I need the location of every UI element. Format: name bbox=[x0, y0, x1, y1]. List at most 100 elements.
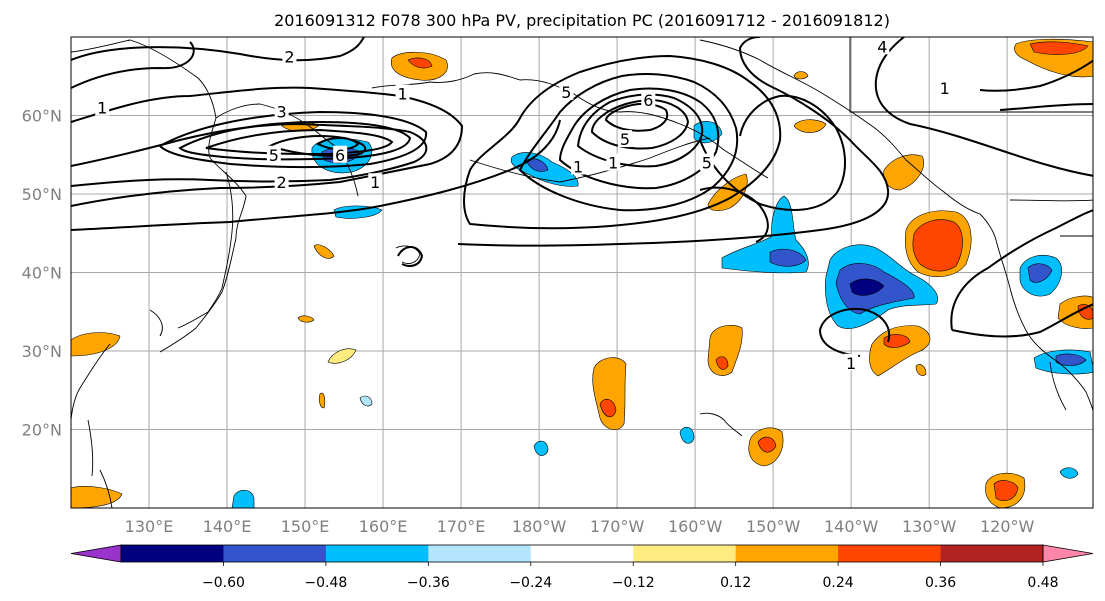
latitude-tick-label: 40°N bbox=[22, 264, 62, 283]
precip-anomaly-positive bbox=[993, 480, 1019, 501]
precip-anomaly-negative bbox=[769, 248, 807, 267]
contour-label: 1 bbox=[846, 354, 856, 373]
pv-contour bbox=[999, 103, 1093, 111]
korea-coastline bbox=[149, 309, 163, 337]
us-canada-border bbox=[1009, 199, 1093, 202]
latitude-tick-label: 60°N bbox=[22, 107, 62, 126]
contour-label-background bbox=[875, 37, 890, 55]
contour-label-background bbox=[395, 84, 410, 102]
contour-label: 1 bbox=[573, 158, 583, 177]
colorbar-segment bbox=[735, 545, 839, 562]
longitude-tick-label: 180°W bbox=[512, 517, 567, 536]
pv-contour bbox=[71, 37, 365, 62]
longitude-tick-label: 150°W bbox=[746, 517, 801, 536]
colorbar bbox=[70, 544, 1094, 563]
contour-label: 2 bbox=[284, 48, 294, 67]
longitude-tick-label: 160°W bbox=[668, 517, 723, 536]
precip-anomaly-positive bbox=[912, 219, 963, 272]
longitude-tick-label: 160°E bbox=[359, 517, 408, 536]
pv-contour bbox=[951, 303, 1093, 338]
colorbar-outline bbox=[120, 544, 1044, 563]
precip-anomaly-positive bbox=[915, 364, 927, 376]
contour-label: 1 bbox=[97, 99, 107, 118]
latitude-tick-labels: 20°N 30°N 40°N 50°N 60°N bbox=[22, 107, 62, 440]
precip-anomaly-positive bbox=[318, 392, 326, 409]
precip-anomaly-negative bbox=[679, 426, 695, 444]
contour-label: 5 bbox=[620, 130, 630, 149]
precip-anomaly-positive bbox=[883, 334, 911, 348]
contour-label: 1 bbox=[608, 154, 618, 173]
pv-contour bbox=[71, 119, 561, 231]
pv-contour bbox=[950, 209, 1093, 331]
baja-coastline bbox=[1049, 361, 1067, 411]
precip-anomaly-negative bbox=[849, 278, 885, 296]
pv-contour bbox=[71, 41, 195, 89]
colorbar-tick-label: 0.48 bbox=[1027, 575, 1058, 591]
precip-anomaly-positive bbox=[715, 356, 729, 370]
contour-label-background bbox=[95, 98, 110, 116]
colorbar-extend-low bbox=[70, 544, 122, 563]
pv-contour bbox=[979, 59, 1093, 92]
precip-anomaly-positive bbox=[313, 244, 335, 259]
precip-anomaly-negative bbox=[359, 395, 373, 407]
colorbar-segment bbox=[223, 545, 327, 562]
contour-label: 1 bbox=[370, 173, 380, 192]
contour-label: 5 bbox=[269, 146, 279, 165]
hawaii-islands bbox=[699, 412, 743, 437]
pv-contour bbox=[699, 94, 846, 211]
colorbar-tick-label: −0.24 bbox=[509, 575, 552, 591]
contour-label-background bbox=[844, 353, 859, 371]
asia-coastline bbox=[71, 39, 247, 353]
pv-contour bbox=[178, 120, 412, 161]
colorbar-tick-label: 0.12 bbox=[720, 575, 751, 591]
map-frame bbox=[70, 36, 1094, 509]
precip-anomaly-positive bbox=[71, 332, 121, 357]
pv-contour bbox=[267, 135, 367, 157]
contour-label-background bbox=[333, 145, 348, 163]
longitude-tick-label: 150°E bbox=[281, 517, 330, 536]
pv-contour bbox=[576, 93, 704, 168]
pv-contour bbox=[818, 308, 891, 357]
pv-contour bbox=[590, 98, 690, 150]
japan-coastline bbox=[177, 171, 234, 329]
contour-label-background bbox=[266, 145, 281, 163]
contour-label-background bbox=[274, 102, 289, 120]
pv-contour bbox=[397, 246, 424, 267]
precip-anomaly-negative bbox=[1027, 263, 1053, 283]
aleutian-coastline bbox=[371, 72, 769, 179]
contour-label: 5 bbox=[702, 154, 712, 173]
precip-anomaly-negative bbox=[525, 158, 549, 172]
contour-label: 6 bbox=[643, 91, 653, 110]
contour-label-background bbox=[641, 90, 656, 108]
contour-label-background bbox=[617, 130, 632, 148]
contour-label: 1 bbox=[397, 85, 407, 104]
colorbar-tick-label: −0.36 bbox=[407, 575, 450, 591]
precip-anomaly-negative bbox=[1059, 467, 1079, 479]
precip-anomaly-positive bbox=[599, 398, 617, 418]
longitude-tick-label: 140°E bbox=[203, 517, 252, 536]
contour-label-background bbox=[274, 173, 289, 191]
colorbar-tick-label: −0.60 bbox=[202, 575, 245, 591]
precip-anomaly-positive bbox=[1029, 41, 1089, 55]
island-coastline bbox=[395, 245, 421, 265]
colorbar-tick-label: −0.12 bbox=[612, 575, 655, 591]
taiwan-coastline bbox=[87, 419, 94, 477]
canada-border bbox=[849, 37, 1093, 113]
pv-contour bbox=[463, 54, 782, 230]
contour-label-background bbox=[282, 47, 297, 65]
contour-label: 4 bbox=[877, 37, 887, 56]
contour-label-background bbox=[559, 82, 574, 100]
contour-label-background bbox=[699, 153, 714, 171]
pv-contour bbox=[604, 102, 669, 132]
pv-contour bbox=[316, 137, 360, 151]
precip-anomaly-positive bbox=[793, 71, 809, 80]
pv-contours bbox=[71, 37, 1093, 357]
colorbar-segment bbox=[633, 545, 737, 562]
longitude-tick-label: 120°W bbox=[980, 517, 1035, 536]
precip-anomaly-negative bbox=[231, 489, 255, 508]
china-coastline bbox=[71, 343, 111, 421]
precip-anomaly-positive bbox=[297, 315, 315, 323]
precip-anomaly-positive bbox=[407, 57, 433, 69]
